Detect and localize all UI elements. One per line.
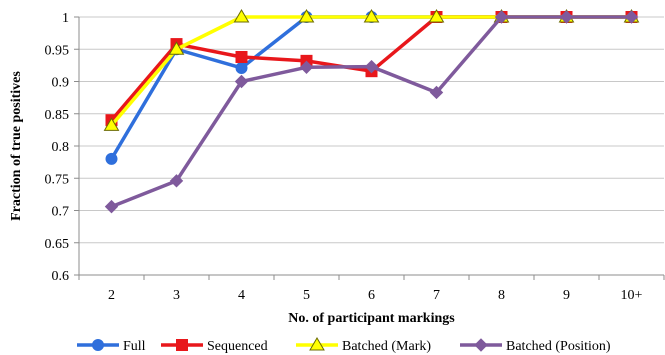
- y-tick-label: 1: [62, 11, 69, 26]
- data-point: [363, 9, 380, 23]
- x-axis-title: No. of participant markings: [288, 311, 455, 326]
- legend-label: Batched (Mark): [342, 339, 431, 354]
- legend-label: Sequenced: [207, 339, 268, 354]
- legend-marker: [92, 339, 104, 351]
- x-tick-label: 2: [108, 288, 115, 303]
- y-tick-label: 0.65: [45, 237, 70, 252]
- y-tick-label: 0.95: [45, 43, 70, 58]
- legend-item: Batched (Mark): [296, 337, 431, 354]
- data-point: [103, 117, 120, 131]
- data-point: [428, 9, 445, 23]
- data-point: [233, 9, 250, 23]
- legend-label: Batched (Position): [506, 339, 611, 354]
- data-point: [559, 10, 574, 24]
- legend-item: Batched (Position): [460, 338, 611, 354]
- x-tick-label: 10+: [621, 288, 643, 303]
- legend-marker: [309, 337, 325, 351]
- legend-label: Full: [123, 339, 146, 354]
- data-point: [364, 59, 379, 74]
- y-tick-label: 0.8: [52, 140, 70, 155]
- data-point: [235, 50, 248, 63]
- data-point: [429, 85, 444, 100]
- y-tick-label: 0.7: [52, 205, 70, 220]
- axes: [74, 16, 665, 280]
- y-tick-label: 0.85: [45, 108, 70, 123]
- legend-item: Sequenced: [161, 339, 268, 354]
- data-point: [298, 9, 315, 23]
- series-0: [105, 11, 638, 165]
- x-tick-labels: 2 3 4 5 6 7 8 9 10+: [108, 288, 643, 303]
- data-point: [105, 152, 118, 165]
- series-group: [103, 9, 640, 214]
- x-tick-label: 5: [303, 288, 310, 303]
- legend-marker: [474, 338, 488, 352]
- legend-item: Full: [77, 339, 146, 354]
- x-tick-label: 7: [433, 288, 440, 303]
- data-point: [299, 60, 314, 75]
- data-point: [234, 74, 249, 89]
- x-tick-label: 3: [173, 288, 180, 303]
- data-point: [494, 10, 509, 24]
- series-line: [109, 15, 632, 160]
- data-point: [624, 10, 639, 24]
- data-point: [104, 199, 119, 214]
- data-point: [169, 174, 184, 188]
- y-tick-label: 0.9: [52, 76, 70, 91]
- x-tick-label: 8: [498, 288, 505, 303]
- data-point: [235, 61, 248, 74]
- y-tick-labels: 0.6 0.65 0.7 0.75 0.8 0.85 0.9 0.95 1: [45, 11, 70, 284]
- y-axis-title: Fraction of true positives: [9, 71, 24, 221]
- x-tick-label: 9: [563, 288, 570, 303]
- y-tick-label: 0.6: [52, 269, 70, 284]
- data-point: [168, 41, 185, 55]
- legend-marker: [176, 339, 188, 351]
- legend: Full Sequenced Batched (Mark) Batched (Posi…: [77, 337, 611, 354]
- x-tick-label: 6: [368, 288, 375, 303]
- series-3: [104, 10, 639, 214]
- y-tick-label: 0.75: [45, 172, 70, 187]
- x-tick-label: 4: [238, 288, 245, 303]
